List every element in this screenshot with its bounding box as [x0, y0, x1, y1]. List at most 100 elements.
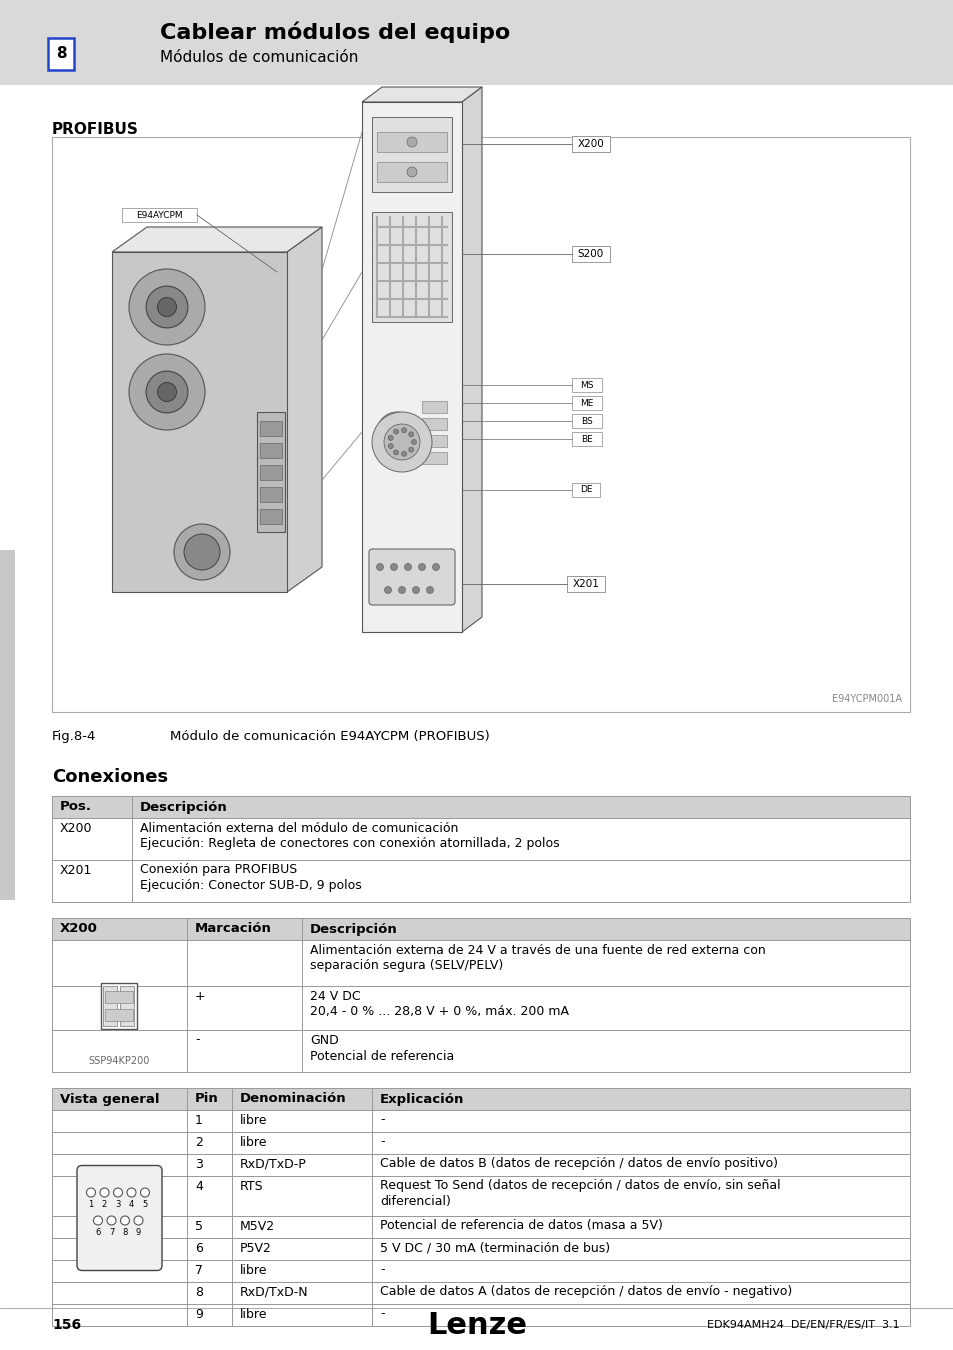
Text: RxD/TxD-N: RxD/TxD-N	[240, 1285, 309, 1299]
Text: RxD/TxD-P: RxD/TxD-P	[240, 1157, 307, 1170]
Circle shape	[393, 429, 398, 435]
Text: RTS: RTS	[240, 1180, 263, 1192]
Bar	[101, 983, 137, 1029]
Circle shape	[393, 450, 398, 455]
Text: -: -	[194, 1034, 199, 1046]
Circle shape	[129, 354, 205, 431]
Text: Alimentación externa del módulo de comunicación: Alimentación externa del módulo de comun…	[140, 822, 457, 834]
Circle shape	[113, 1188, 122, 1197]
Circle shape	[127, 1188, 136, 1197]
Bar	[52, 1154, 909, 1176]
Text: PROFIBUS: PROFIBUS	[52, 122, 139, 136]
Polygon shape	[287, 227, 322, 593]
FancyBboxPatch shape	[77, 1165, 162, 1270]
Text: Cablear módulos del equipo: Cablear módulos del equipo	[160, 22, 510, 43]
Text: Conexión para PROFIBUS: Conexión para PROFIBUS	[140, 864, 297, 876]
Text: X201: X201	[572, 579, 598, 589]
Polygon shape	[112, 227, 322, 252]
Bar	[260, 421, 282, 436]
Circle shape	[398, 586, 405, 594]
Bar	[52, 1304, 909, 1326]
Text: 6: 6	[194, 1242, 203, 1254]
Text: -: -	[379, 1308, 384, 1320]
Text: GND: GND	[310, 1034, 338, 1046]
Text: diferencial): diferencial)	[379, 1196, 451, 1208]
Bar	[52, 818, 909, 860]
Text: 3: 3	[115, 1200, 121, 1210]
Circle shape	[372, 412, 432, 472]
Text: Cable de datos A (datos de recepción / datos de envío - negativo): Cable de datos A (datos de recepción / d…	[379, 1285, 791, 1299]
Text: 1: 1	[89, 1200, 93, 1210]
Circle shape	[388, 444, 393, 448]
Circle shape	[432, 563, 439, 571]
Circle shape	[120, 1216, 130, 1224]
Bar	[260, 464, 282, 481]
Circle shape	[411, 440, 416, 444]
Text: Descripción: Descripción	[310, 922, 397, 936]
Bar	[572, 483, 599, 497]
Text: 9: 9	[194, 1308, 203, 1320]
Bar	[52, 986, 909, 1030]
Polygon shape	[461, 86, 481, 632]
Text: -: -	[379, 1135, 384, 1149]
Bar	[376, 162, 447, 182]
Bar	[572, 414, 601, 428]
Text: libre: libre	[240, 1135, 267, 1149]
Text: Ejecución: Regleta de conectores con conexión atornillada, 2 polos: Ejecución: Regleta de conectores con con…	[140, 837, 559, 850]
Text: EDK94AMH24  DE/EN/FR/ES/IT  3.1: EDK94AMH24 DE/EN/FR/ES/IT 3.1	[706, 1320, 899, 1330]
Bar	[572, 136, 609, 153]
Text: 4: 4	[194, 1180, 203, 1192]
Circle shape	[133, 1216, 143, 1224]
Text: Potencial de referencia: Potencial de referencia	[310, 1049, 454, 1062]
Circle shape	[404, 563, 411, 571]
Bar	[52, 1030, 909, 1072]
Bar	[52, 1260, 909, 1282]
Text: 156: 156	[52, 1318, 81, 1332]
Text: libre: libre	[240, 1264, 267, 1277]
Circle shape	[100, 1188, 109, 1197]
Text: Potencial de referencia de datos (masa a 5V): Potencial de referencia de datos (masa a…	[379, 1219, 662, 1233]
Bar	[52, 796, 909, 818]
Circle shape	[184, 535, 220, 570]
Text: X200: X200	[60, 822, 92, 834]
Bar	[52, 940, 909, 986]
Circle shape	[107, 1216, 116, 1224]
Circle shape	[384, 424, 419, 460]
Text: E94YCPM001A: E94YCPM001A	[831, 694, 901, 703]
Text: Módulo de comunicación E94AYCPM (PROFIBUS): Módulo de comunicación E94AYCPM (PROFIBU…	[170, 730, 489, 742]
Circle shape	[157, 382, 176, 401]
Text: separación segura (SELV/PELV): separación segura (SELV/PELV)	[310, 960, 503, 972]
Circle shape	[401, 428, 406, 433]
Bar	[372, 212, 452, 323]
Text: 24 V DC: 24 V DC	[310, 990, 360, 1003]
Text: Ejecución: Conector SUB-D, 9 polos: Ejecución: Conector SUB-D, 9 polos	[140, 879, 361, 892]
Text: Lenze: Lenze	[427, 1311, 526, 1339]
Bar	[52, 1110, 909, 1133]
Text: 9: 9	[135, 1228, 141, 1237]
Text: Módulos de comunicación: Módulos de comunicación	[160, 50, 358, 66]
Text: S200: S200	[578, 248, 603, 259]
Text: MS: MS	[579, 381, 593, 390]
Bar	[112, 252, 287, 593]
Bar	[421, 452, 447, 464]
Text: -: -	[379, 1264, 384, 1277]
Text: 7: 7	[194, 1264, 203, 1277]
Bar	[52, 1133, 909, 1154]
Text: 8: 8	[55, 46, 67, 62]
Bar	[421, 418, 447, 431]
Text: Request To Send (datos de recepción / datos de envío, sin señal: Request To Send (datos de recepción / da…	[379, 1180, 780, 1192]
Circle shape	[426, 586, 433, 594]
Text: 2: 2	[194, 1135, 203, 1149]
Circle shape	[376, 563, 383, 571]
Text: 6: 6	[95, 1228, 101, 1237]
Circle shape	[418, 563, 425, 571]
Bar	[361, 103, 461, 632]
Text: BE: BE	[580, 435, 592, 444]
Text: 8: 8	[122, 1228, 128, 1237]
Bar	[256, 412, 285, 532]
Text: Alimentación externa de 24 V a través de una fuente de red externa con: Alimentación externa de 24 V a través de…	[310, 944, 765, 957]
Circle shape	[157, 297, 176, 316]
Circle shape	[146, 371, 188, 413]
Text: E94AYCPM: E94AYCPM	[135, 211, 182, 220]
Bar	[572, 378, 601, 392]
